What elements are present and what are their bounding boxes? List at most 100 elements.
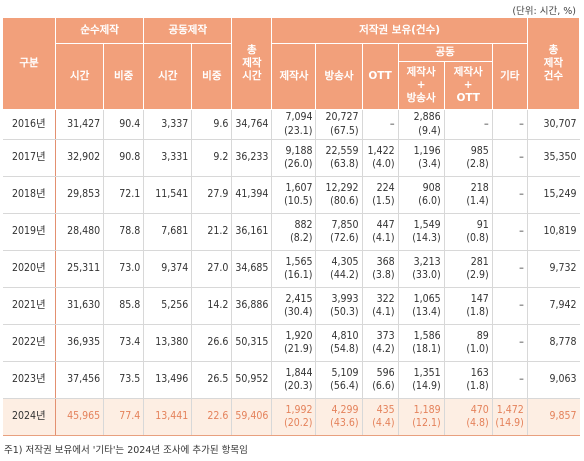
cell-ott-pct: (4.1) <box>372 306 395 318</box>
cell-other-pct: (14.9) <box>495 417 524 429</box>
cell-producer-count: 1,607 <box>285 181 313 194</box>
cell-count: 10,819 <box>527 213 580 251</box>
cell-ct: 7,681 <box>143 213 193 251</box>
cell-pb: 1,549 (14.3) <box>398 213 445 251</box>
cell-broadcaster-pct: (43.6) <box>330 417 359 429</box>
cell-pr: 73.5 <box>103 361 145 399</box>
cell-pb: 1,189 (12.1) <box>398 398 445 436</box>
cell-po-pct: (0.8) <box>466 232 489 244</box>
cell-cr: 26.6 <box>191 324 233 362</box>
cell-producer: 882 (8.2) <box>271 213 317 251</box>
cell-other-count: – <box>519 151 524 164</box>
header-prod-broad: 제작사 + 방송사 <box>397 61 445 110</box>
cell-broadcaster: 20,727 (67.5) <box>315 109 363 140</box>
cell-other: – <box>492 213 528 251</box>
cell-year: 2019년 <box>2 213 57 251</box>
cell-producer: 7,094 (23.1) <box>271 109 317 140</box>
cell-pb-pct: (14.9) <box>412 380 441 392</box>
cell-ott: 368 (3.8) <box>362 250 399 288</box>
cell-pb-count: 1,351 <box>413 366 441 379</box>
cell-producer-count: 1,565 <box>285 255 313 268</box>
cell-other: – <box>492 324 528 362</box>
cell-po: 470 (4.8) <box>444 398 493 436</box>
cell-producer-pct: (10.5) <box>284 195 313 207</box>
cell-ott-count: 373 <box>376 329 395 342</box>
cell-pr: 90.4 <box>103 109 145 140</box>
cell-other: – <box>492 109 528 140</box>
cell-ott: 435 (4.4) <box>362 398 399 436</box>
cell-ott-count: 596 <box>376 366 395 379</box>
cell-ott-count: 435 <box>376 403 395 416</box>
cell-producer-pct: (26.0) <box>284 158 313 170</box>
cell-po-count: 147 <box>470 292 489 305</box>
cell-pb: 1,351 (14.9) <box>398 361 445 399</box>
cell-cr: 27.0 <box>191 250 233 288</box>
cell-pt: 37,456 <box>55 361 105 399</box>
cell-po: 147 (1.8) <box>444 287 493 325</box>
cell-ct: 3,337 <box>143 109 193 140</box>
cell-other-count: 1,472 <box>496 403 524 416</box>
cell-po: 91 (0.8) <box>444 213 493 251</box>
cell-ct: 11,541 <box>143 176 193 214</box>
footnote: 주1) 저작권 보유에서 '기타'는 2024년 조사에 추가된 항목임 <box>4 445 248 456</box>
cell-pb-count: 1,065 <box>413 292 441 305</box>
cell-year: 2017년 <box>2 139 57 177</box>
cell-po: 218 (1.4) <box>444 176 493 214</box>
cell-ott-pct: (4.0) <box>372 158 395 170</box>
cell-po-count: – <box>483 117 489 130</box>
cell-other-count: – <box>519 225 524 238</box>
cell-year: 2021년 <box>2 287 57 325</box>
cell-po-pct: (2.8) <box>466 158 489 170</box>
cell-ott: 373 (4.2) <box>362 324 399 362</box>
header-prod-ott: 제작사 + OTT <box>443 61 493 110</box>
cell-producer-count: 9,188 <box>285 144 313 157</box>
cell-producer-pct: (23.1) <box>284 124 313 137</box>
table-row: 2020년 25,311 73.0 9,374 27.0 34,685 1,565 (16.1… <box>2 250 580 288</box>
cell-ott-count: 368 <box>376 255 395 268</box>
cell-cr: 22.6 <box>191 398 233 436</box>
cell-broadcaster-pct: (67.5) <box>330 124 359 137</box>
cell-total: 34,685 <box>231 250 273 288</box>
header-joint: 공동 <box>397 43 493 62</box>
cell-cr: 27.9 <box>191 176 233 214</box>
cell-producer: 2,415 (30.4) <box>271 287 317 325</box>
cell-cr: 21.2 <box>191 213 233 251</box>
cell-ott-pct: (4.1) <box>372 232 395 244</box>
cell-other: – <box>492 287 528 325</box>
header-pure-production: 순수제작 <box>55 17 145 44</box>
cell-pr: 85.8 <box>103 287 145 325</box>
cell-producer: 1,844 (20.3) <box>271 361 317 399</box>
cell-year: 2022년 <box>2 324 57 362</box>
table-row: 2018년 29,853 72.1 11,541 27.9 41,394 1,607 (10.… <box>2 176 580 214</box>
cell-total: 59,406 <box>231 398 273 436</box>
cell-ott-pct: (6.6) <box>372 380 395 392</box>
cell-po-pct: (1.4) <box>466 195 489 207</box>
cell-ct: 9,374 <box>143 250 193 288</box>
cell-ott: 224 (1.5) <box>362 176 399 214</box>
cell-broadcaster-count: 5,109 <box>331 366 359 379</box>
cell-ct: 13,380 <box>143 324 193 362</box>
cell-pb-pct: (18.1) <box>412 343 441 355</box>
cell-broadcaster-count: 20,727 <box>325 111 359 124</box>
cell-po-pct: (2.9) <box>466 269 489 281</box>
cell-po: – <box>444 109 493 140</box>
cell-other-count: – <box>519 262 524 275</box>
cell-po-count: 89 <box>476 329 489 342</box>
cell-producer-count: 7,094 <box>285 111 313 124</box>
header-co-time: 시간 <box>143 43 193 110</box>
cell-broadcaster-pct: (80.6) <box>330 195 359 207</box>
table-row: 2016년 31,427 90.4 3,337 9.6 34,764 7,094 (23.1)… <box>2 109 580 140</box>
cell-ct: 13,496 <box>143 361 193 399</box>
cell-pr: 72.1 <box>103 176 145 214</box>
header-gubun: 구분 <box>1 17 57 110</box>
cell-ott-count: 224 <box>376 181 395 194</box>
cell-pb-count: 1,196 <box>413 144 441 157</box>
cell-pb-count: 3,213 <box>413 255 441 268</box>
cell-producer-pct: (20.3) <box>284 380 313 392</box>
cell-broadcaster-pct: (54.8) <box>330 343 359 355</box>
cell-pr: 77.4 <box>103 398 145 436</box>
cell-ct: 5,256 <box>143 287 193 325</box>
cell-producer-count: 1,844 <box>285 366 313 379</box>
cell-pb: 1,065 (13.4) <box>398 287 445 325</box>
header-broadcaster: 방송사 <box>315 43 363 110</box>
